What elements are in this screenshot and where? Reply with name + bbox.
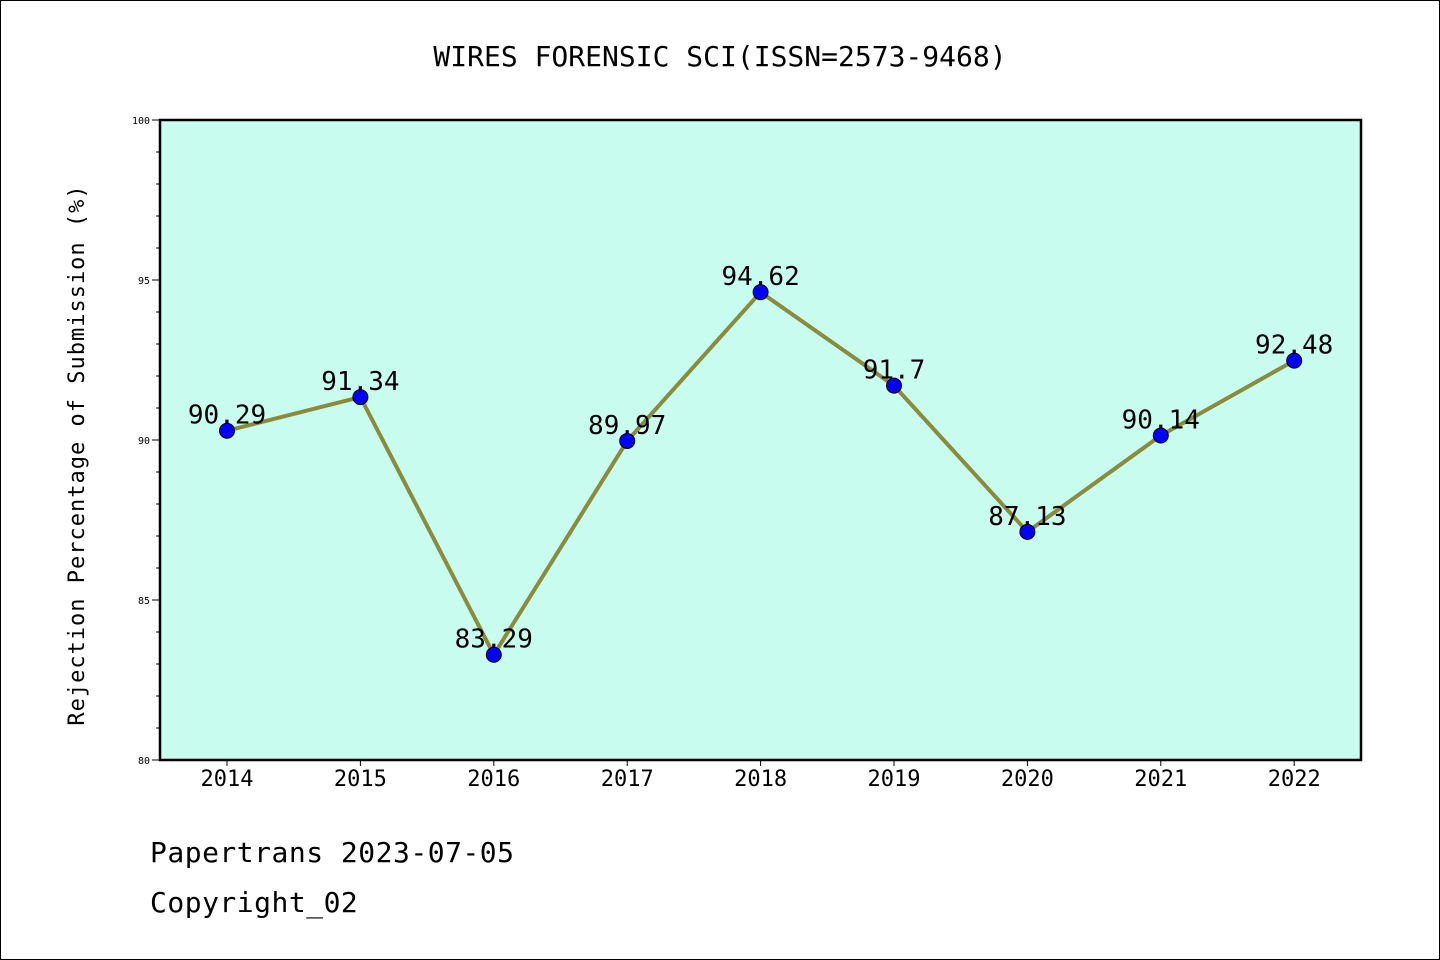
x-tick-label: 2018 (734, 767, 787, 792)
footer-copyright: Copyright_02 (150, 886, 359, 919)
data-point-2018 (752, 284, 769, 301)
y-tick-label: 90 (138, 436, 150, 447)
data-label-2017: 89.97 (588, 411, 666, 441)
data-point-2017 (619, 432, 636, 449)
data-label-2019: 91.7 (863, 356, 926, 386)
x-tick-label: 2021 (1134, 767, 1187, 792)
y-axis-label: Rejection Percentage of Submission (%) (65, 184, 90, 725)
data-point-2016 (485, 646, 502, 663)
y-tick-label: 80 (138, 756, 150, 767)
plot-border (158, 118, 1363, 762)
x-tick-label: 2015 (334, 767, 387, 792)
x-tick-label: 2016 (467, 767, 520, 792)
data-labels: 90.29 91.34 83.29 89.97 94.62 91.7 87.13 90.14 9… (188, 262, 1333, 655)
plot-area (160, 120, 1361, 760)
footer-date: Papertrans 2023-07-05 (150, 836, 515, 869)
x-tick-label: 2022 (1268, 767, 1321, 792)
data-point-2019 (886, 377, 902, 394)
x-tick-label: 2017 (601, 767, 654, 792)
data-label-2020: 87.13 (988, 502, 1066, 532)
data-point-2015 (352, 389, 369, 406)
data-point-2014 (219, 422, 235, 439)
chart-title: WIRES FORENSIC SCI(ISSN=2573-9468) (433, 40, 1006, 73)
data-label-2014: 90.29 (188, 401, 266, 431)
y-tick-label: 95 (138, 276, 150, 287)
data-label-2022: 92.48 (1255, 331, 1333, 361)
data-point-2020 (1019, 523, 1036, 540)
y-axis-ticks: 80 85 90 95 100 (132, 116, 160, 767)
data-point-2021 (1152, 427, 1169, 444)
data-label-2021: 90.14 (1122, 406, 1200, 436)
data-point-2022 (1286, 352, 1303, 369)
x-tick-label: 2020 (1001, 767, 1054, 792)
y-tick-label: 100 (132, 116, 150, 127)
x-tick-label: 2019 (868, 767, 921, 792)
x-tick-label: 2014 (201, 767, 254, 792)
data-label-2018: 94.62 (721, 262, 799, 292)
data-series (219, 284, 1303, 663)
data-label-2015: 91.34 (321, 367, 399, 397)
data-label-2016: 83.29 (455, 625, 533, 655)
x-axis-ticks: 2014 2015 2016 2017 2018 2019 2020 2021 2022 (201, 760, 1321, 792)
y-tick-label: 85 (138, 596, 150, 607)
